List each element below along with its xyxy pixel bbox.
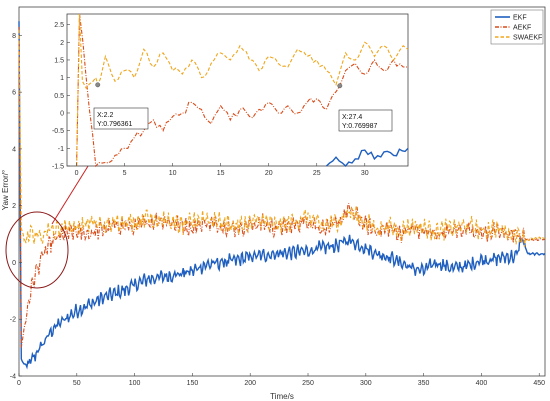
inset-y-tick-label: 2 bbox=[60, 40, 64, 47]
inset-y-tick-label: -1.5 bbox=[52, 164, 64, 171]
inset-series-line-swaekf bbox=[76, 13, 409, 167]
x-tick-label: 0 bbox=[17, 380, 21, 387]
x-tick-label: 100 bbox=[129, 380, 141, 387]
x-axis-label: Time/s bbox=[270, 392, 294, 401]
datatip-2-marker bbox=[337, 83, 343, 89]
x-tick-label: 350 bbox=[418, 380, 430, 387]
legend-label-aekf: AEKF bbox=[513, 25, 531, 32]
inset-y-tick-label: 2.5 bbox=[54, 22, 64, 29]
inset-ticks-group: 0 5 10 15 20 25 30 -1.5 -1 -0.5 0 0.5 1 1.5 2 2.5 bbox=[52, 22, 369, 177]
series-line-swaekf bbox=[18, 29, 545, 248]
datatip-2-box bbox=[338, 109, 393, 132]
legend-box bbox=[490, 9, 544, 45]
inset-y-tick-label: 1.5 bbox=[54, 57, 64, 64]
y-tick-label: 8 bbox=[12, 33, 16, 40]
inset-y-tick-label: -0.5 bbox=[52, 128, 64, 135]
datatip-1-box bbox=[93, 107, 149, 130]
datatip-1-marker bbox=[95, 82, 101, 88]
inset-x-tick-label: 0 bbox=[75, 170, 79, 177]
inset-y-tick-label: -1 bbox=[58, 146, 64, 153]
datatip-2-y: Y:0.769987 bbox=[342, 123, 378, 130]
main-series-group bbox=[18, 21, 546, 370]
y-tick-label: 2 bbox=[12, 203, 16, 210]
x-tick-label: 50 bbox=[73, 380, 81, 387]
x-tick-label: 250 bbox=[302, 380, 314, 387]
y-tick-label: -2 bbox=[10, 317, 16, 324]
inset-x-tick-label: 30 bbox=[361, 170, 369, 177]
x-tick-label: 150 bbox=[187, 380, 199, 387]
inset-plot-frame bbox=[66, 13, 409, 167]
inset-plot: 0 5 10 15 20 25 30 -1.5 -1 -0.5 0 0.5 1 1.5 2 2.5 X:2.2… bbox=[52, 13, 409, 177]
inset-series-group bbox=[76, 13, 409, 168]
datatip-1-x: X:2.2 bbox=[97, 112, 113, 119]
x-tick-label: 450 bbox=[533, 380, 545, 387]
legend-label-swaekf: SWAEKF bbox=[513, 35, 542, 42]
y-axis-label: Yaw Error/° bbox=[1, 170, 10, 210]
inset-x-tick-label: 25 bbox=[313, 170, 321, 177]
legend: EKF AEKF SWAEKF bbox=[490, 9, 544, 45]
inset-series-line-ekf bbox=[325, 147, 409, 168]
series-line-ekf bbox=[18, 21, 546, 370]
y-tick-label: -4 bbox=[10, 374, 16, 381]
inset-x-tick-label: 5 bbox=[123, 170, 127, 177]
inset-y-tick-label: 1 bbox=[60, 75, 64, 82]
inset-y-tick-label: 0.5 bbox=[54, 93, 64, 100]
x-tick-label: 400 bbox=[476, 380, 488, 387]
x-tick-label: 300 bbox=[360, 380, 372, 387]
legend-label-ekf: EKF bbox=[513, 15, 527, 22]
inset-y-tick-label: 0 bbox=[60, 110, 64, 117]
inset-x-tick-label: 10 bbox=[169, 170, 177, 177]
inset-x-tick-label: 20 bbox=[265, 170, 273, 177]
zoom-region-ellipse bbox=[5, 211, 69, 289]
y-tick-label: 6 bbox=[12, 90, 16, 97]
datatip-1-y: Y:0.796361 bbox=[97, 121, 133, 128]
series-line-aekf bbox=[18, 26, 545, 348]
x-tick-label: 200 bbox=[244, 380, 256, 387]
y-tick-label: 0 bbox=[12, 260, 16, 267]
y-tick-label: 4 bbox=[12, 146, 16, 153]
datatip-2-x: X:27.4 bbox=[342, 114, 362, 121]
inset-x-tick-label: 15 bbox=[217, 170, 225, 177]
inset-series-line-aekf bbox=[76, 13, 408, 168]
